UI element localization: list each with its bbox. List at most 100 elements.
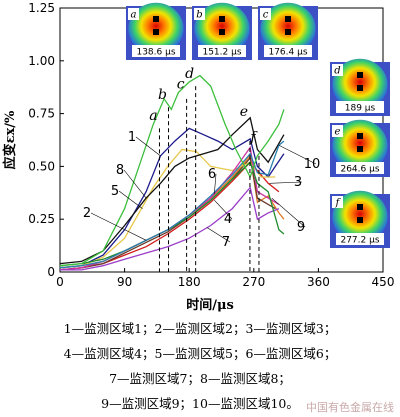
curve-label-2: 2	[83, 206, 91, 221]
thumbnail-a: 138.6 μs a	[126, 2, 186, 60]
thumbnail-letter: e	[335, 127, 341, 138]
series-line-7	[60, 186, 280, 271]
curve-label-1: 1	[128, 130, 136, 145]
curve-label-leader	[214, 199, 233, 220]
y-tick-label: 1.25	[28, 1, 55, 15]
series-line-10	[59, 140, 285, 269]
series-line-3	[59, 161, 280, 271]
thumbnail-probe-marker	[153, 29, 159, 35]
thumbnail-letter: a	[131, 10, 137, 21]
thumbnail-probe-marker	[357, 146, 363, 152]
x-axis-title: 时间/μs	[186, 297, 234, 313]
event-marker-label: a	[149, 108, 157, 124]
thumbnail-heatmap	[332, 119, 388, 172]
y-tick-label: 1.00	[28, 54, 55, 68]
curve-label-leader	[206, 227, 231, 243]
thumbnail-time-label: 264.6 μs	[340, 165, 379, 175]
thumbnail-letter-box	[260, 8, 271, 20]
legend-line-1: 1—监测区域1；2—监测区域2；3—监测区域3；	[63, 321, 337, 336]
thumbnail-probe-marker	[357, 72, 363, 78]
thumbnail-caption-box	[132, 45, 180, 57]
thumbnail-probe-marker	[285, 29, 291, 35]
curve-label-leader	[90, 212, 147, 241]
thumbnail-letter-box	[332, 125, 343, 137]
thumbnail-probe-marker	[219, 16, 225, 22]
curve-label-4: 4	[224, 212, 232, 227]
y-tick-label: 0	[47, 265, 55, 279]
curve-label-leader	[271, 197, 306, 228]
y-tick-label: 0.75	[28, 107, 55, 121]
thumbnail-letter: d	[334, 66, 340, 77]
curve-label-leader	[135, 136, 161, 157]
thumbnail-c: 176.4 μs c	[258, 2, 318, 60]
thumbnail-probe-marker	[357, 217, 363, 223]
legend-line-2: 4—监测区域4；5—监测区域5；6—监测区域6；	[63, 346, 337, 361]
watermark: 中国有色金属在线	[306, 401, 394, 414]
thumbnail-heatmap	[260, 2, 316, 55]
series-line-9	[59, 161, 285, 267]
curve-label-6: 6	[208, 167, 216, 182]
thumbnail-layer: 138.6 μs a 151.2 μs b 176.4 μs c 189 μs d 264.6 …	[126, 2, 390, 248]
y-tick-label: 0.50	[28, 159, 55, 173]
thumbnail-probe-marker	[219, 29, 225, 35]
x-tick-label: 180	[178, 275, 201, 289]
axes-layer: 0 90 180 270 360 450 0 0.25 0.50 0.75 1.00 1.25	[28, 1, 394, 289]
series-line-5	[59, 148, 276, 269]
thumbnail-heatmap	[128, 2, 184, 55]
curve-label-leader	[278, 145, 317, 165]
curve-label-leader	[118, 190, 143, 209]
thumbnail-heatmap	[194, 2, 250, 55]
event-marker-label: d	[185, 66, 194, 82]
thumbnail-time-label: 189 μs	[345, 104, 376, 114]
event-marker-label: b	[158, 87, 167, 103]
thumbnail-e: 264.6 μs e	[330, 119, 390, 177]
x-tick-label: 360	[307, 275, 330, 289]
series-line-1	[59, 127, 285, 269]
curve-label-10: 10	[304, 157, 321, 172]
thumbnail-letter: f	[335, 198, 342, 209]
legend-line-3: 7—监测区域7；8—监测区域8；	[109, 371, 291, 386]
legend: 1—监测区域1；2—监测区域2；3—监测区域3； 4—监测区域4；5—监测区域5…	[0, 316, 400, 416]
curve-label-7: 7	[222, 235, 230, 250]
x-tick-label: 270	[242, 275, 265, 289]
thumbnail-caption-box	[336, 233, 384, 245]
curve-label-8: 8	[116, 163, 124, 178]
x-tick-label: 90	[117, 275, 132, 289]
thumbnail-time-label: 151.2 μs	[202, 48, 241, 58]
event-marker-label: c	[177, 76, 185, 92]
thumbnail-probe-marker	[357, 204, 363, 210]
thumbnail-time-label: 138.6 μs	[136, 48, 175, 58]
thumbnail-time-label: 277.2 μs	[340, 236, 379, 246]
legend-line-4: 9—监测区域9；10—监测区域10。	[101, 396, 299, 411]
thumbnail-heatmap	[332, 190, 388, 243]
series-layer: 1 2 3 4 5 6 7 8 9 10	[59, 74, 321, 271]
y-tick-label: 0.25	[28, 212, 55, 226]
thumbnail-letter-box	[332, 196, 343, 208]
thumbnail-probe-marker	[357, 133, 363, 139]
series-line-peak	[59, 74, 285, 267]
event-marker-label: e	[240, 104, 248, 120]
curve-label-leader	[269, 181, 303, 184]
x-tick-label: 450	[372, 275, 395, 289]
curve-label-3: 3	[294, 175, 302, 190]
event-marker-label: f	[249, 129, 258, 145]
y-axis-title: 应变εx/%	[2, 110, 18, 169]
thumbnail-letter: b	[196, 10, 202, 21]
thumbnail-f: 277.2 μs f	[330, 190, 390, 248]
thumbnail-letter-box	[128, 8, 139, 20]
thumbnail-caption-box	[264, 45, 312, 57]
x-tick-label: 0	[56, 275, 64, 289]
series-line-8	[59, 116, 285, 265]
curve-label-leader	[123, 169, 147, 199]
curve-label-9: 9	[297, 220, 305, 235]
thumbnail-caption-box	[336, 101, 384, 113]
thumbnail-probe-marker	[357, 85, 363, 91]
curve-label-leader	[214, 173, 217, 194]
thumbnail-probe-marker	[285, 16, 291, 22]
thumbnail-time-label: 176.4 μs	[268, 48, 307, 58]
thumbnail-d: 189 μs d	[330, 58, 390, 116]
thumbnail-letter: c	[263, 10, 269, 21]
thumbnail-heatmap	[332, 58, 388, 111]
